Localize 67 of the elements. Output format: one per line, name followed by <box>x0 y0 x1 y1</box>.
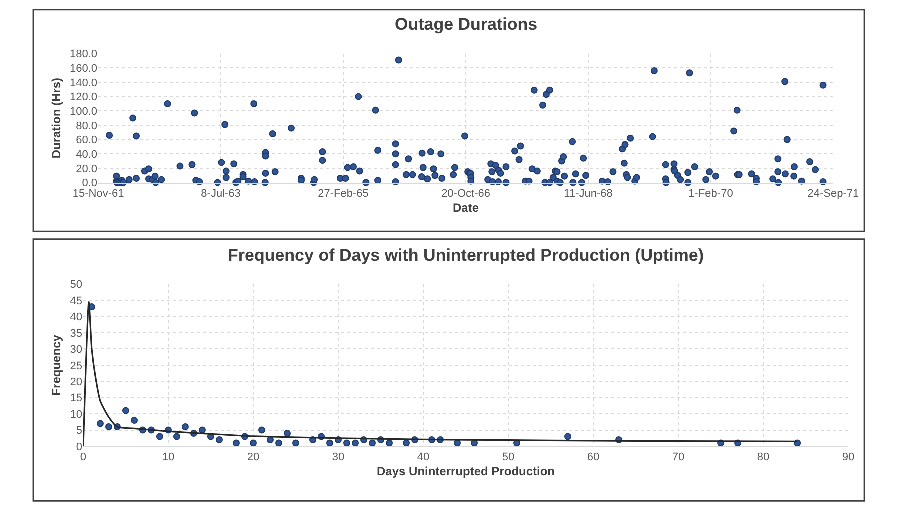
y-tick-label: 15 <box>70 392 82 405</box>
y-tick-label: 140.0 <box>70 77 98 90</box>
y-tick-label: 60.0 <box>76 134 98 147</box>
y-tick-label: 45 <box>70 295 82 308</box>
y-tick-label: 25 <box>70 360 82 372</box>
point <box>386 440 394 447</box>
x-axis-title: Days Uninterrupted Production <box>377 464 556 479</box>
point <box>403 440 410 447</box>
point <box>564 433 572 440</box>
x-tick-label: 24-Sep-71 <box>808 188 860 200</box>
y-tick-label: 160.0 <box>70 63 98 76</box>
point <box>258 426 266 434</box>
x-tick-label: 40 <box>417 452 430 464</box>
y-tick-label: 180.0 <box>70 48 98 61</box>
y-tick-label: 40 <box>70 312 82 324</box>
point <box>454 440 462 447</box>
x-tick-label: 15-Nov-61 <box>72 188 124 200</box>
x-tick-label: 11-Jun-68 <box>564 188 613 200</box>
point <box>326 440 334 447</box>
point <box>96 420 104 428</box>
point <box>352 440 360 447</box>
point <box>233 440 240 447</box>
point <box>292 440 300 447</box>
point <box>173 433 180 440</box>
point <box>267 436 274 444</box>
chart-title: Outage Durations <box>395 15 538 34</box>
x-tick-label: 20-Oct-66 <box>442 188 490 200</box>
x-tick-label: 90 <box>842 452 855 464</box>
x-tick-label: 60 <box>587 452 600 464</box>
point <box>284 430 291 438</box>
y-tick-label: 40.0 <box>76 148 98 161</box>
x-tick-label: 20 <box>247 452 260 464</box>
chart-title: Frequency of Days with Uninterrupted Production (Uptime) <box>228 246 704 265</box>
point <box>198 426 206 434</box>
point <box>105 424 112 431</box>
point <box>122 407 130 414</box>
y-tick-label: 80.0 <box>76 120 98 132</box>
y-axis-title: Frequency <box>50 334 64 396</box>
point <box>130 417 138 424</box>
y-tick-label: 0 <box>76 441 82 454</box>
y-tick-label: 50 <box>70 279 82 292</box>
point <box>216 436 223 444</box>
y-tick-label: 20 <box>70 376 82 388</box>
point <box>369 440 376 447</box>
x-axis-title: Date <box>453 200 480 215</box>
y-tick-label: 100.0 <box>70 106 98 118</box>
x-tick-label: 30 <box>332 452 345 464</box>
x-tick-label: 8-Jul-63 <box>201 188 241 200</box>
point <box>182 424 189 431</box>
y-tick-label: 20.0 <box>76 163 98 176</box>
x-tick-label: 10 <box>162 452 175 464</box>
x-tick-label: 70 <box>672 452 685 464</box>
y-axis-title: Duration (Hrs) <box>49 78 64 159</box>
x-tick-label: 27-Feb-65 <box>318 188 369 200</box>
y-tick-label: 30 <box>70 344 82 356</box>
y-tick-label: 10 <box>70 408 82 421</box>
x-tick-label: 80 <box>757 452 770 464</box>
x-tick-label: 1-Feb-70 <box>688 188 734 200</box>
y-tick-label: 120.0 <box>70 92 98 104</box>
point <box>276 440 282 447</box>
y-tick-label: 0.0 <box>82 178 98 190</box>
y-tick-label: 5 <box>76 425 82 438</box>
y-tick-label: 35 <box>70 328 82 340</box>
point <box>156 433 164 440</box>
point <box>344 440 351 447</box>
x-tick-label: 50 <box>502 452 515 464</box>
point <box>250 440 257 447</box>
